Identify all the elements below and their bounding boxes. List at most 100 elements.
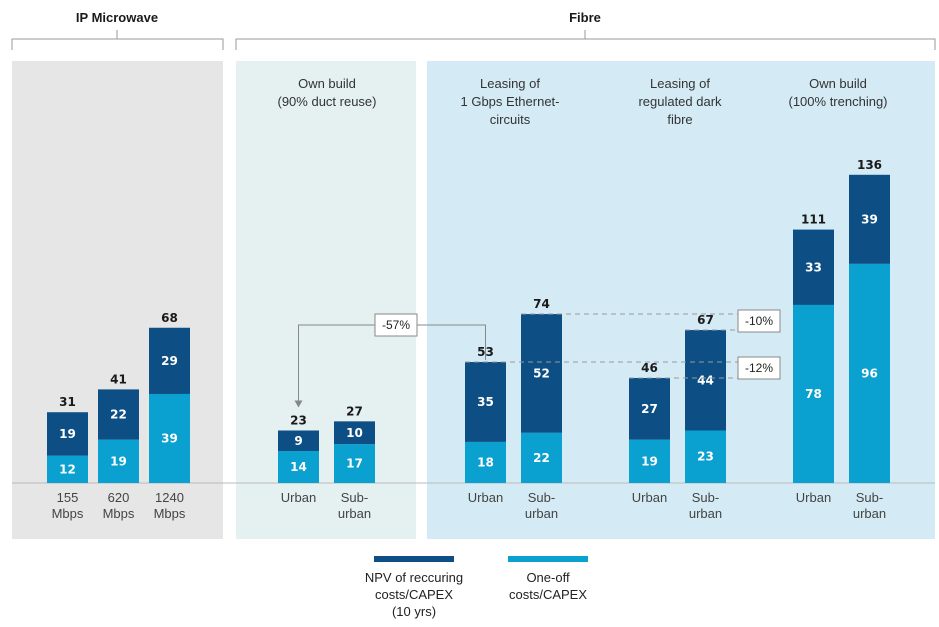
panel-title-leasing_dark-0: Leasing of [650,76,710,91]
bar-oneoff-ipm-1 [98,439,139,483]
label-total-own_duct-1: 27 [346,404,363,418]
legend-label-0-0: NPV of reccuring [365,570,463,585]
label-recurring-own_duct-1: 10 [346,426,363,440]
label-recurring-own_duct-0: 9 [294,434,302,448]
label-recurring-leasing_eth-1: 52 [533,366,550,380]
bar-oneoff-ipm-2 [149,393,190,483]
label-recurring-ipm-2: 29 [161,354,178,368]
panel-title-own_trench-0: Own build [809,76,867,91]
bar-oneoff-ipm-0 [47,455,88,483]
panel-title-own_trench-1: (100% trenching) [789,94,888,109]
legend-label-1-0: One-off [526,570,570,585]
bar-recurring-leasing_eth-0 [465,362,506,442]
category-label-leasing_eth-1-1: urban [525,506,558,521]
annotation-box-57 [374,313,418,337]
label-recurring-own_trench-1: 39 [861,212,878,226]
bar-oneoff-leasing_dark-0 [629,439,670,483]
category-label-leasing_eth-1-0: Sub- [528,490,555,505]
bar-recurring-leasing_eth-1 [521,314,562,433]
label-oneoff-leasing_eth-0: 18 [477,455,494,469]
bar-oneoff-leasing_dark-1 [685,430,726,483]
bar-recurring-own_trench-0 [793,229,834,305]
label-recurring-leasing_eth-0: 35 [477,395,494,409]
label-oneoff-own_duct-1: 17 [346,457,363,471]
bar-recurring-ipm-2 [149,327,190,394]
label-total-ipm-2: 68 [161,311,178,325]
category-label-own_duct-1-1: urban [338,506,371,521]
category-label-own_duct-0-0: Urban [281,490,316,505]
label-total-leasing_dark-1: 67 [697,313,714,327]
label-oneoff-own_duct-0: 14 [290,460,307,474]
category-label-ipm-1-1: Mbps [103,506,135,521]
bar-oneoff-leasing_eth-1 [521,432,562,483]
category-label-leasing_eth-0-0: Urban [468,490,503,505]
category-label-ipm-0-0: 155 [57,490,79,505]
bar-oneoff-own_trench-1 [849,263,890,483]
annotation-label-57: -57% [382,318,410,332]
panel-title-leasing_dark-1: regulated dark [638,94,722,109]
annotation-box--12% [737,356,781,380]
category-label-ipm-2-1: Mbps [154,506,186,521]
group-title-ip-microwave: IP Microwave [76,10,158,25]
label-oneoff-leasing_dark-1: 23 [697,450,714,464]
panel-title-leasing_eth-1: 1 Gbps Ethernet- [461,94,560,109]
category-label-ipm-0-1: Mbps [52,506,84,521]
fibre-bracket [235,30,936,50]
category-label-leasing_dark-1-0: Sub- [692,490,719,505]
annotation-label--10%: -10% [745,314,773,328]
legend-swatch-0 [374,556,454,562]
legend-label-0-2: (10 yrs) [392,604,436,619]
bar-recurring-own_duct-1 [334,421,375,445]
bar-recurring-leasing_dark-0 [629,377,670,440]
label-oneoff-ipm-0: 12 [59,462,76,476]
label-oneoff-leasing_eth-1: 22 [533,451,550,465]
label-oneoff-ipm-2: 39 [161,431,178,445]
label-total-leasing_eth-1: 74 [533,297,550,311]
panel-title-leasing_eth-2: circuits [490,112,531,127]
bar-recurring-own_duct-0 [278,430,319,452]
panel-title-own_duct-1: (90% duct reuse) [278,94,377,109]
label-total-own_trench-0: 111 [801,213,826,227]
bar-recurring-own_trench-1 [849,174,890,264]
legend-label-1-1: costs/CAPEX [509,587,587,602]
label-total-ipm-1: 41 [110,372,127,386]
panel-own-build-duct-bg [236,61,416,539]
category-label-leasing_dark-1-1: urban [689,506,722,521]
panel-title-own_duct-0: Own build [298,76,356,91]
label-recurring-own_trench-0: 33 [805,260,822,274]
bar-oneoff-own_duct-0 [278,451,319,483]
annotation-arrowhead [294,400,303,408]
annotation-box--10% [737,309,781,333]
legend-label-0-1: costs/CAPEX [375,587,453,602]
label-total-own_trench-1: 136 [857,158,882,172]
bar-recurring-leasing_dark-1 [685,330,726,431]
bar-recurring-ipm-0 [47,412,88,456]
label-recurring-ipm-0: 19 [59,427,76,441]
category-label-ipm-2-0: 1240 [155,490,184,505]
label-oneoff-own_trench-1: 96 [861,366,878,380]
panel-title-leasing_dark-2: fibre [667,112,692,127]
panel-title-leasing_eth-0: Leasing of [480,76,540,91]
label-recurring-leasing_dark-1: 44 [697,373,714,387]
label-total-leasing_dark-0: 46 [641,361,658,375]
category-label-own_duct-1-0: Sub- [341,490,368,505]
label-oneoff-leasing_dark-0: 19 [641,454,658,468]
group-title-fibre: Fibre [569,10,601,25]
bar-oneoff-own_duct-1 [334,444,375,483]
bar-oneoff-leasing_eth-0 [465,441,506,483]
category-label-own_trench-0-0: Urban [796,490,831,505]
bar-oneoff-own_trench-0 [793,304,834,483]
ip-microwave-bracket [11,30,224,50]
legend-swatch-1 [508,556,588,562]
label-recurring-leasing_dark-0: 27 [641,402,658,416]
annotation-label--12%: -12% [745,361,773,375]
label-total-own_duct-0: 23 [290,413,307,427]
category-label-own_trench-1-0: Sub- [856,490,883,505]
category-label-own_trench-1-1: urban [853,506,886,521]
category-label-ipm-1-0: 620 [108,490,130,505]
label-oneoff-ipm-1: 19 [110,454,127,468]
bar-recurring-ipm-1 [98,389,139,440]
label-oneoff-own_trench-0: 78 [805,387,822,401]
category-label-leasing_dark-0-0: Urban [632,490,667,505]
